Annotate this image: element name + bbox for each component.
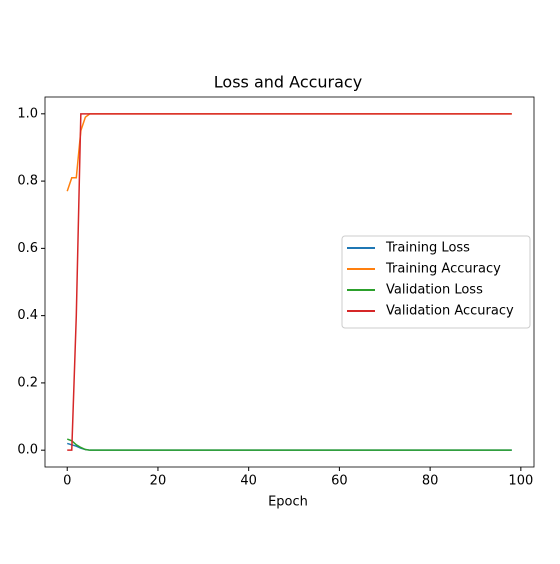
- x-tick-label: 0: [63, 474, 71, 489]
- y-tick-label: 0.6: [17, 241, 38, 256]
- x-tick-label: 40: [240, 474, 257, 489]
- x-axis-label: Epoch: [268, 495, 308, 510]
- y-tick-label: 0.0: [17, 443, 38, 458]
- chart-title: Loss and Accuracy: [214, 73, 362, 92]
- x-tick-label: 80: [422, 474, 439, 489]
- legend-label: Training Accuracy: [385, 262, 501, 277]
- y-tick-label: 0.4: [17, 308, 38, 323]
- y-tick-label: 0.8: [17, 174, 38, 189]
- legend-label: Validation Accuracy: [386, 304, 514, 319]
- legend-box: [341, 235, 531, 329]
- x-tick-label: 60: [331, 474, 348, 489]
- x-tick-label: 100: [508, 474, 533, 489]
- legend-label: Validation Loss: [386, 283, 483, 298]
- plot-frame: [44, 96, 535, 468]
- legend-label: Training Loss: [385, 241, 470, 256]
- y-tick-label: 0.2: [17, 375, 38, 390]
- series-line: [66, 438, 512, 451]
- y-tick-label: 1.0: [17, 106, 38, 121]
- x-tick-label: 20: [150, 474, 167, 489]
- series-line: [67, 113, 512, 451]
